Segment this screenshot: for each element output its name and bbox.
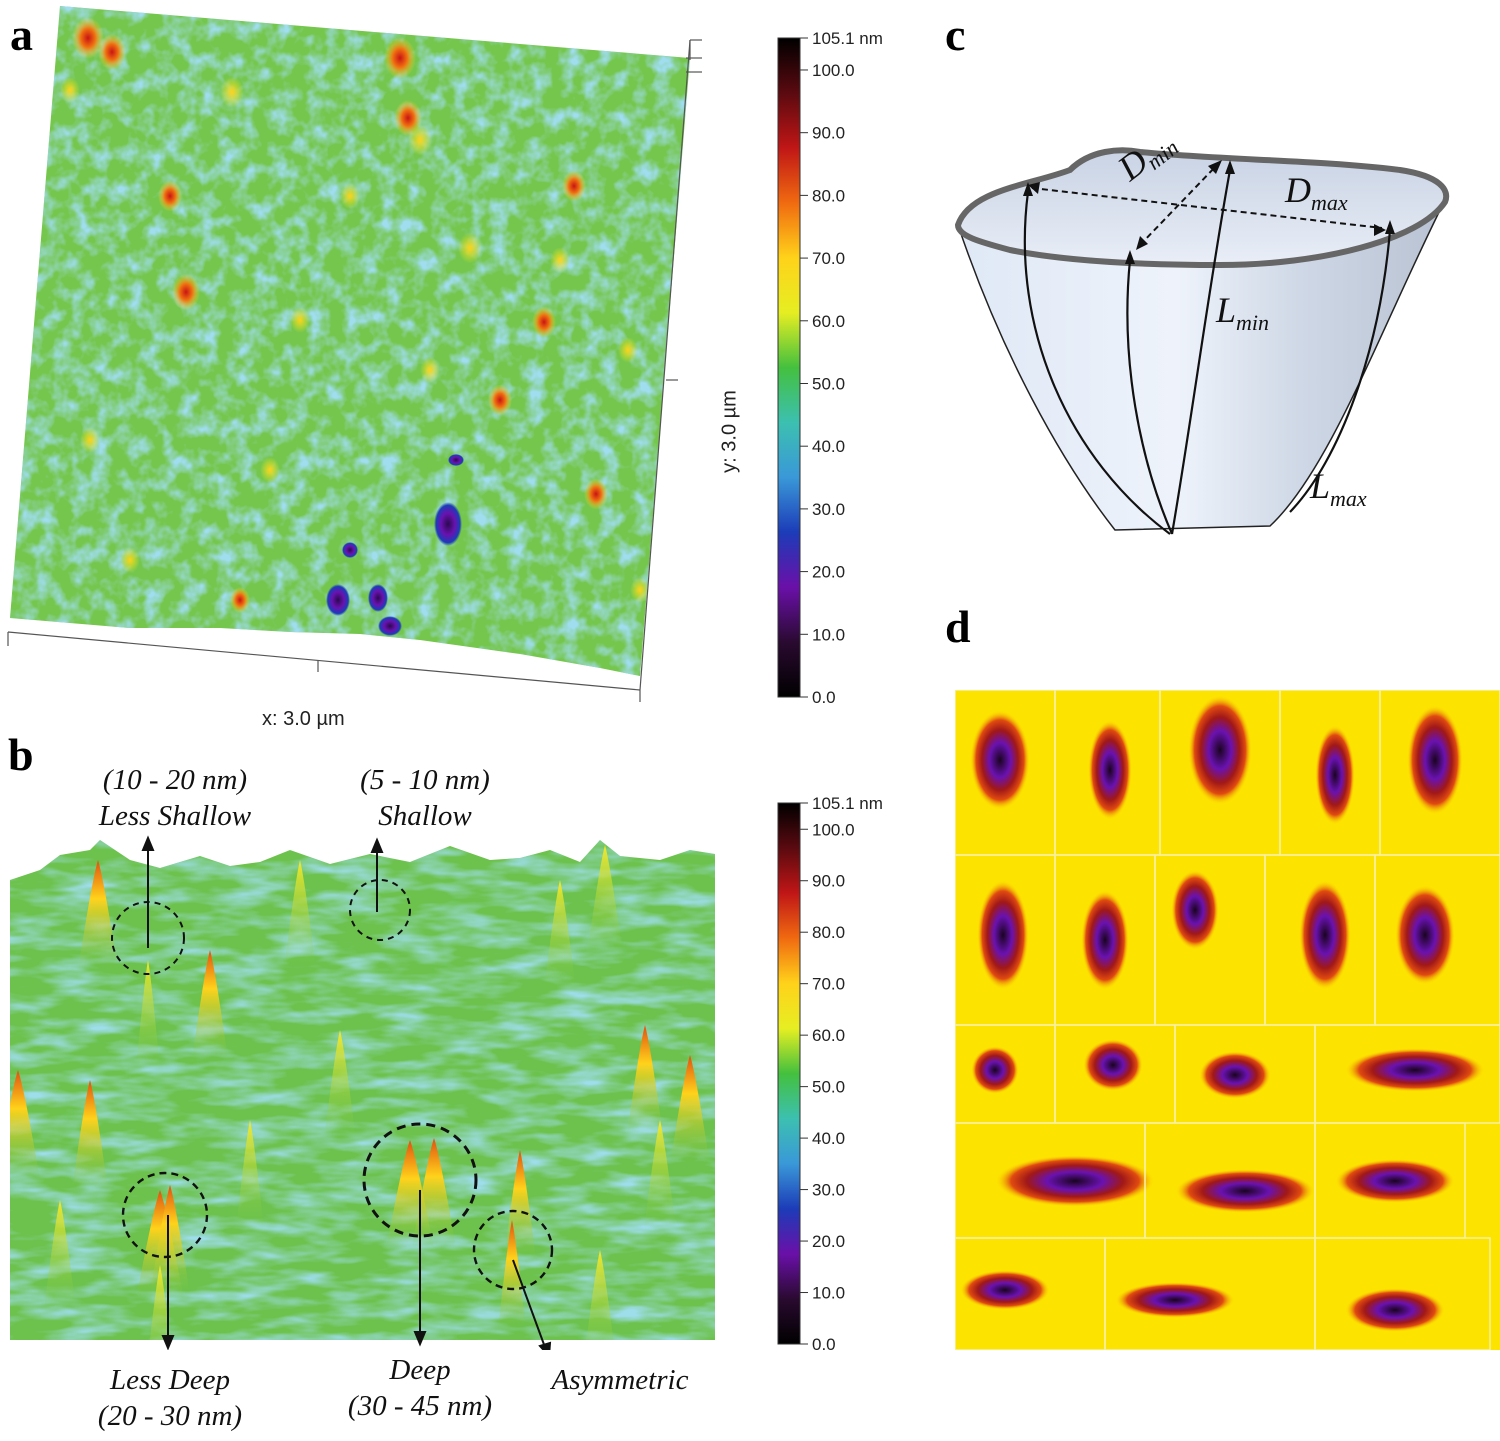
deep-range: (30 - 45 nm) <box>347 1390 493 1422</box>
colorbar-a: 105.1 nm 100.0 90.0 80.0 70.0 60.0 50.0 40.0 30.… <box>777 29 883 707</box>
colorbar-b: 105.1 nm 100.0 90.0 80.0 70.0 60.0 50.0 40.0 30.… <box>777 794 883 1354</box>
colorbar-tick-label: 90.0 <box>812 872 845 891</box>
annotation-shallow: (5 - 10 nm) Shallow <box>330 762 520 834</box>
colorbar-tick-label: 40.0 <box>812 1129 845 1148</box>
less-deep-label: Less Deep <box>109 1364 230 1396</box>
colorbar-tick-label: 40.0 <box>812 437 845 456</box>
deep-label: Deep <box>389 1354 451 1386</box>
panel-letter-c: c <box>945 9 966 60</box>
d-max-label: Dmax <box>1284 170 1348 215</box>
colorbar-gradient <box>777 802 801 1345</box>
colorbar-tick-label: 80.0 <box>812 186 845 205</box>
annotation-deep: Deep (30 - 45 nm) <box>320 1352 520 1424</box>
colorbar-tick-label: 30.0 <box>812 1181 845 1200</box>
pit-geometry-schematic: Dmin Dmax Lmin Lmax <box>954 135 1450 535</box>
colorbar-tick-label: 90.0 <box>812 124 845 143</box>
panel-letter-a: a <box>10 9 33 60</box>
colorbar-tick-label: 105.1 nm <box>812 794 883 813</box>
asymmetric-label: Asymmetric <box>551 1364 689 1396</box>
colorbar-tick-label: 105.1 nm <box>812 29 883 48</box>
shallow-label: Shallow <box>378 800 472 832</box>
colorbar-tick-label: 0.0 <box>812 688 836 707</box>
colorbar-tick-label: 50.0 <box>812 374 845 393</box>
l-min-label: Lmin <box>1215 290 1269 335</box>
colorbar-tick-label: 10.0 <box>812 1284 845 1303</box>
pit-tiles <box>955 690 1500 1350</box>
colorbar-tick-label: 0.0 <box>812 1335 836 1354</box>
annotation-less-shallow: (10 - 20 nm) Less Shallow <box>80 762 270 834</box>
colorbar-tick-label: 60.0 <box>812 312 845 331</box>
colorbar-tick-label: 100.0 <box>812 820 855 839</box>
panel-letter-b: b <box>8 729 34 780</box>
x-axis-label: x: 3.0 µm <box>262 708 345 730</box>
colorbar-tick-label: 100.0 <box>812 61 855 80</box>
colorbar-tick-label: 20.0 <box>812 1232 845 1251</box>
afm-3d-surface <box>10 835 715 1350</box>
colorbar-tick-label: 20.0 <box>812 563 845 582</box>
colorbar-gradient <box>777 37 801 698</box>
colorbar-tick-label: 10.0 <box>812 625 845 644</box>
less-deep-range: (20 - 30 nm) <box>97 1400 243 1432</box>
colorbar-tick-label: 70.0 <box>812 975 845 994</box>
colorbar-tick-label: 30.0 <box>812 500 845 519</box>
colorbar-tick-label: 80.0 <box>812 923 845 942</box>
shallow-range: (5 - 10 nm) <box>360 764 490 796</box>
l-max-label: Lmax <box>1309 466 1367 511</box>
colorbar-tick-label: 60.0 <box>812 1026 845 1045</box>
annotation-less-deep: Less Deep (20 - 30 nm) <box>70 1362 270 1434</box>
panel-letter-d: d <box>945 601 971 652</box>
y-axis-label: y: 3.0 µm <box>718 390 741 473</box>
less-shallow-range: (10 - 20 nm) <box>102 764 248 796</box>
colorbar-tick-label: 50.0 <box>812 1078 845 1097</box>
annotation-asymmetric: Asymmetric <box>520 1362 720 1398</box>
colorbar-tick-label: 70.0 <box>812 249 845 268</box>
afm-2d-map <box>7 6 702 702</box>
less-shallow-label: Less Shallow <box>98 800 252 832</box>
